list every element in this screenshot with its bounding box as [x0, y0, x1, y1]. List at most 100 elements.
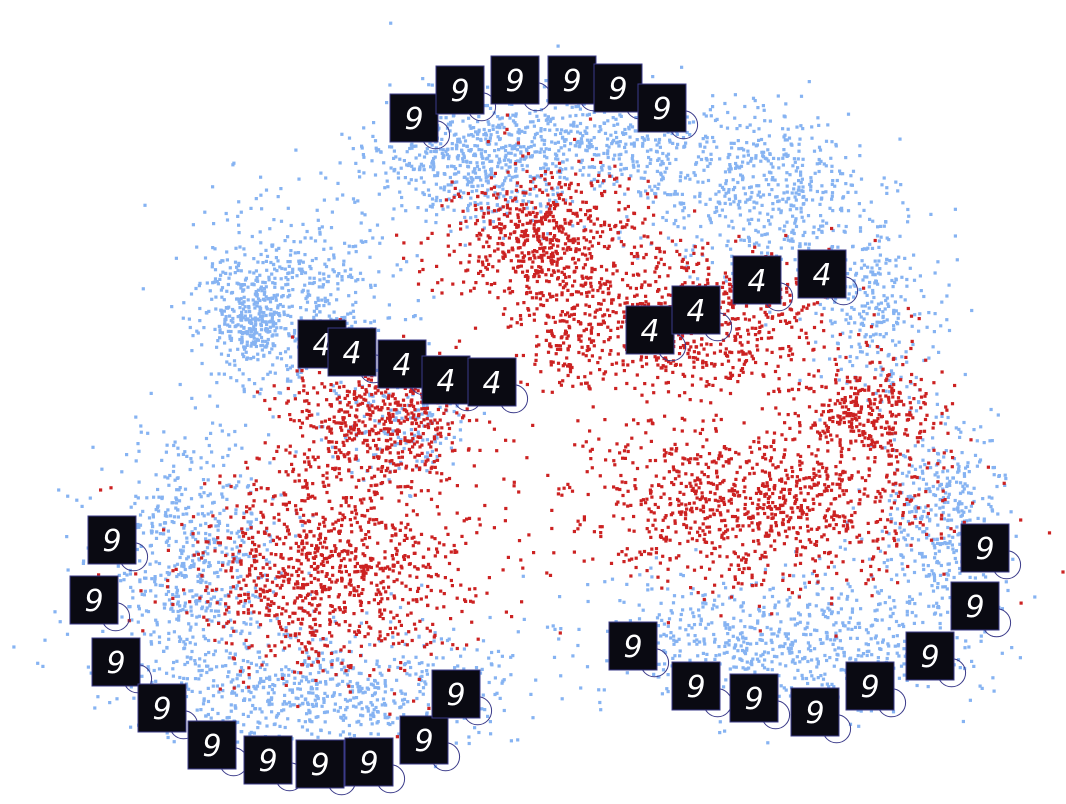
data-point: [730, 254, 734, 258]
data-point: [253, 319, 258, 323]
data-point: [821, 612, 825, 616]
data-point: [757, 127, 761, 131]
data-point: [315, 208, 319, 212]
data-point: [195, 708, 199, 712]
data-point: [209, 609, 213, 613]
data-point: [189, 657, 193, 661]
data-point: [203, 637, 207, 641]
data-point: [818, 148, 823, 152]
data-point: [194, 286, 198, 291]
data-point: [555, 186, 560, 190]
data-point: [757, 138, 761, 142]
data-point: [286, 295, 290, 299]
data-point: [798, 613, 802, 617]
data-point: [151, 513, 155, 517]
data-point: [943, 422, 947, 426]
data-point: [792, 231, 796, 236]
data-point: [907, 214, 911, 218]
data-point: [481, 156, 485, 160]
data-point: [336, 181, 340, 185]
data-point: [150, 577, 154, 581]
data-point: [501, 236, 506, 240]
data-point: [860, 247, 865, 252]
data-point: [538, 202, 542, 206]
data-point: [876, 225, 880, 229]
data-point: [179, 608, 183, 613]
data-point: [782, 191, 786, 195]
data-point: [863, 335, 867, 339]
data-point: [282, 312, 286, 317]
data-point: [190, 564, 194, 568]
data-point: [184, 506, 188, 511]
data-point: [730, 146, 734, 150]
data-point: [574, 153, 578, 157]
data-point: [656, 641, 660, 645]
data-point: [680, 192, 684, 196]
data-point: [175, 574, 179, 579]
data-point: [227, 715, 231, 720]
data-point: [373, 173, 378, 177]
data-point: [776, 199, 780, 204]
data-point: [533, 132, 538, 137]
data-point: [709, 158, 713, 162]
data-point: [384, 684, 388, 688]
data-point: [482, 133, 486, 137]
data-point: [296, 251, 301, 255]
data-point: [786, 632, 790, 636]
data-point: [947, 534, 951, 538]
data-point: [699, 224, 703, 229]
data-point: [240, 689, 244, 693]
data-point: [735, 636, 740, 640]
data-point: [921, 438, 925, 442]
data-point: [220, 286, 225, 290]
data-point: [329, 640, 333, 644]
data-point: [747, 244, 751, 248]
data-point: [149, 543, 153, 547]
data-point: [237, 480, 241, 484]
data-point: [946, 415, 950, 420]
data-point: [890, 517, 894, 521]
data-point: [305, 678, 309, 682]
data-point: [911, 496, 915, 500]
data-point: [859, 322, 863, 326]
data-point: [198, 599, 202, 603]
data-point: [955, 258, 959, 262]
data-point: [854, 658, 858, 662]
data-point: [175, 659, 179, 663]
data-point: [177, 573, 181, 577]
data-point: [303, 720, 307, 724]
data-point: [421, 77, 425, 81]
data-point: [823, 672, 827, 676]
data-point: [743, 192, 747, 196]
data-point: [836, 611, 840, 615]
data-point: [279, 277, 283, 281]
data-point: [578, 121, 583, 126]
data-point: [234, 629, 238, 633]
data-point: [232, 359, 237, 363]
data-point: [138, 578, 142, 582]
data-point: [183, 436, 187, 440]
data-point: [722, 581, 726, 585]
data-point: [252, 336, 256, 340]
data-point: [585, 138, 590, 142]
data-point: [318, 278, 322, 282]
data-point: [182, 676, 186, 680]
data-point: [225, 258, 229, 262]
data-point: [466, 180, 470, 184]
data-point: [89, 671, 93, 675]
data-point: [853, 261, 857, 265]
data-point: [900, 275, 904, 279]
data-point: [309, 685, 313, 689]
data-point: [420, 583, 424, 587]
data-point: [958, 500, 962, 504]
data-point: [242, 288, 246, 292]
data-point: [344, 716, 348, 720]
data-point: [822, 306, 826, 310]
data-point: [654, 556, 658, 560]
data-point: [202, 326, 206, 330]
data-point: [539, 129, 543, 133]
data-point: [616, 122, 620, 126]
data-point: [917, 487, 921, 491]
data-point: [802, 202, 806, 206]
data-point: [938, 542, 943, 547]
